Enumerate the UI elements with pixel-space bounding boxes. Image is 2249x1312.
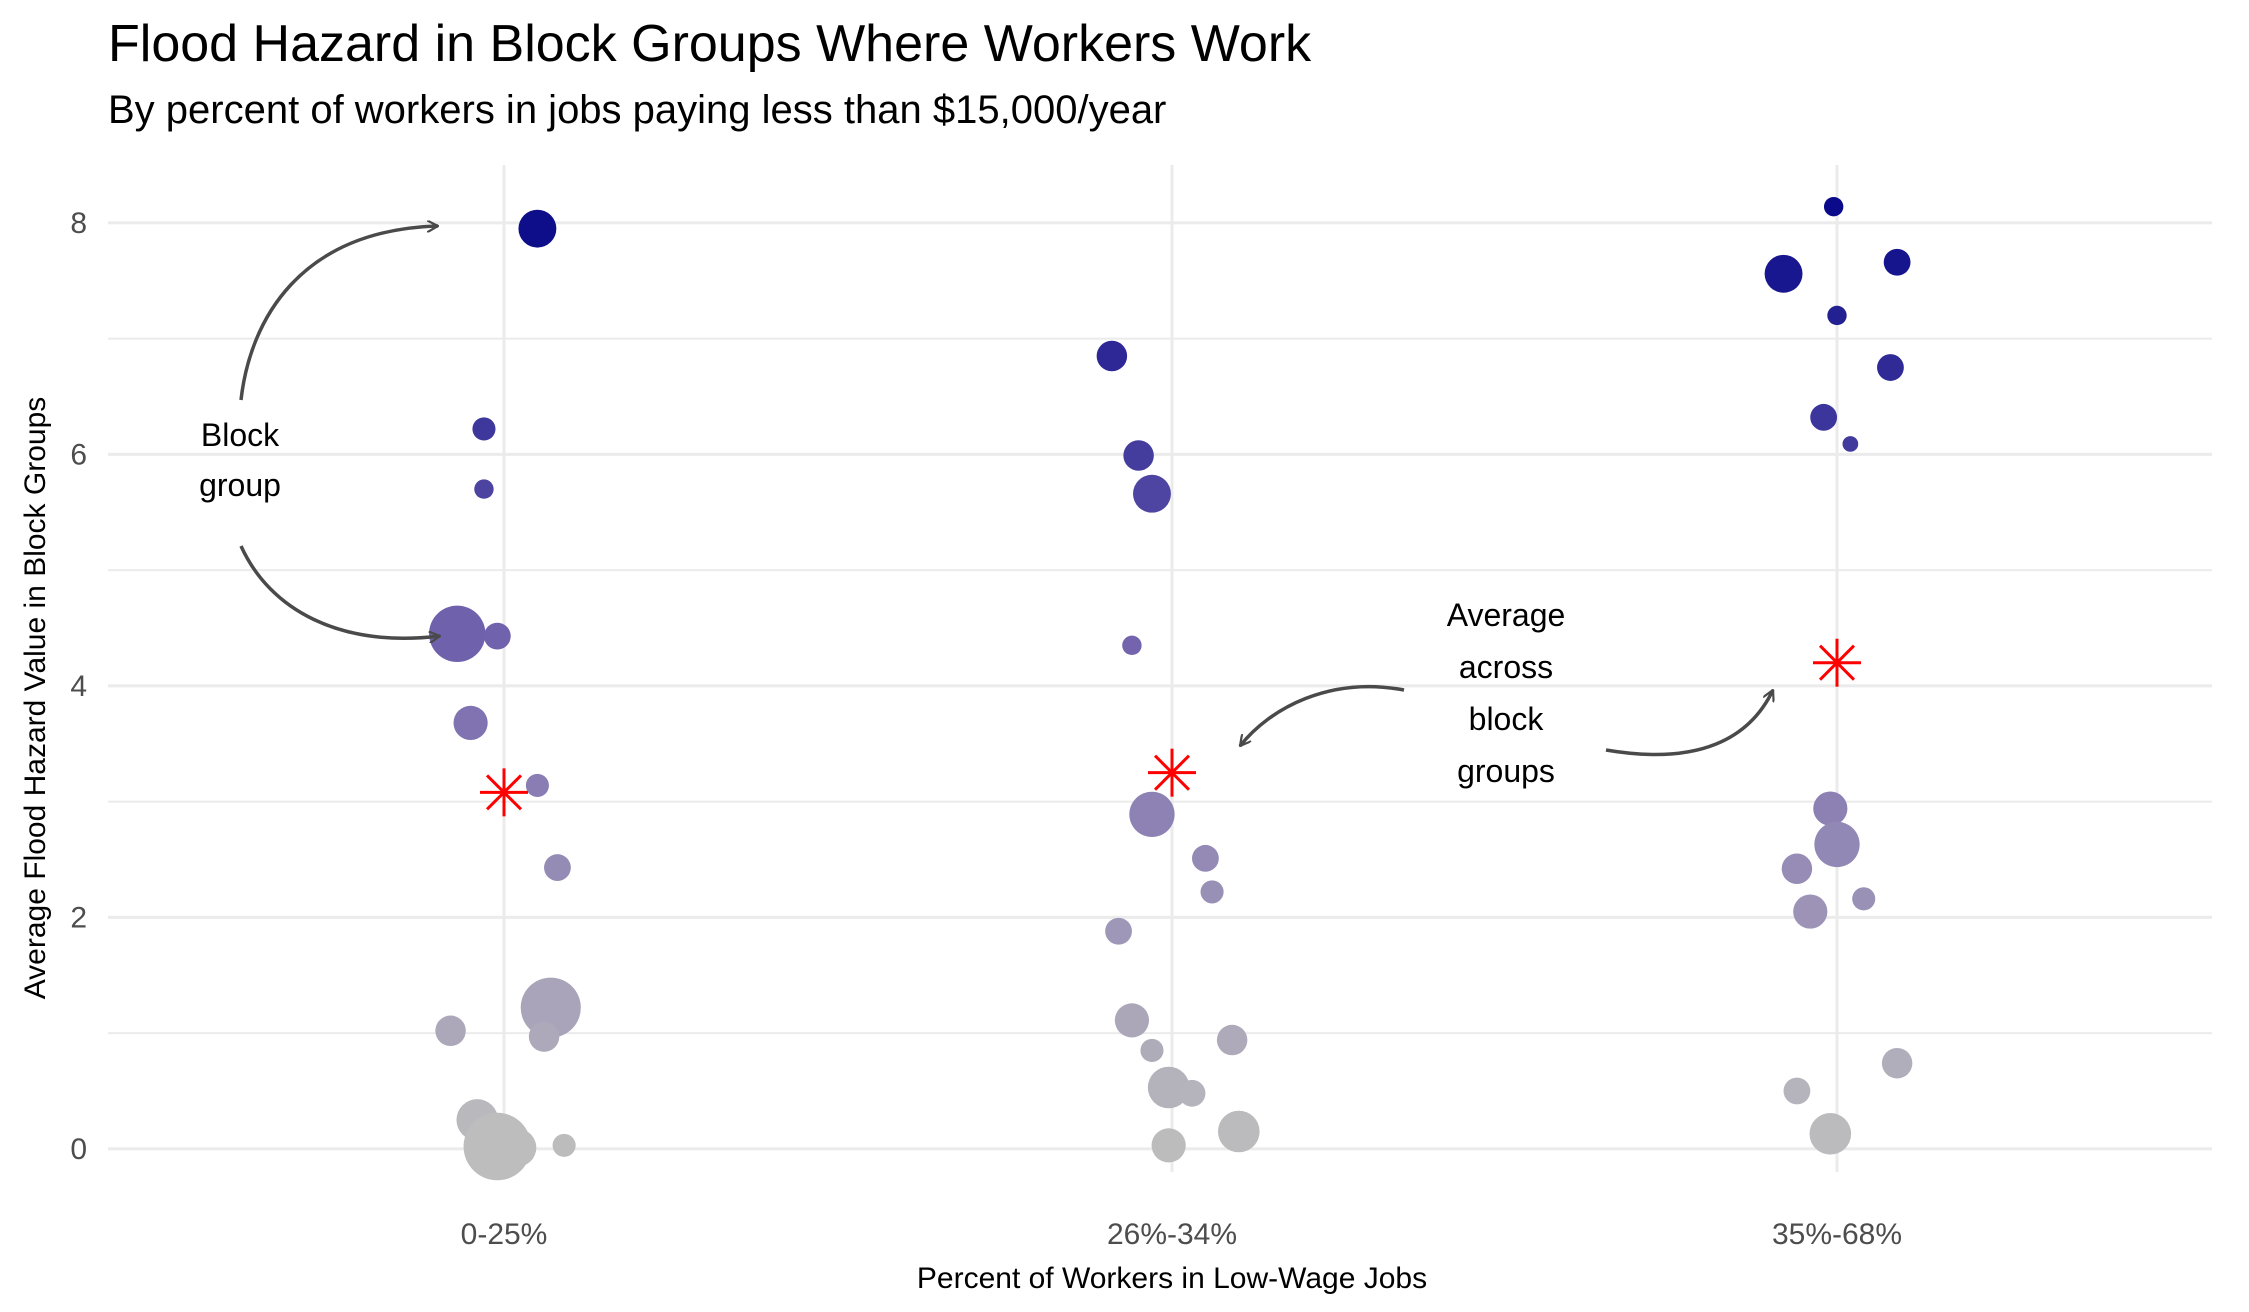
- data-point: [483, 622, 511, 650]
- x-axis-label: Percent of Workers in Low-Wage Jobs: [917, 1262, 1427, 1295]
- annotation-line: Average: [1447, 597, 1566, 633]
- data-point: [1133, 474, 1171, 513]
- y-axis-label: Average Flood Hazard Value in Block Grou…: [19, 397, 52, 1000]
- data-point: [1129, 791, 1175, 837]
- x-tick-label: 26%-34%: [1107, 1218, 1237, 1251]
- data-point: [1218, 1110, 1260, 1153]
- average-marker: [1148, 748, 1196, 797]
- chart-title: Flood Hazard in Block Groups Where Worke…: [108, 15, 1312, 73]
- data-point: [453, 705, 488, 741]
- data-point: [1764, 254, 1803, 293]
- data-point: [1813, 791, 1848, 826]
- data-point: [1877, 354, 1904, 381]
- average-marker: [480, 768, 528, 817]
- data-point: [1809, 1113, 1852, 1155]
- data-point: [1827, 305, 1847, 326]
- annotation-line: block: [1469, 701, 1545, 737]
- y-tick-label: 0: [70, 1133, 87, 1166]
- data-point: [1123, 440, 1154, 471]
- data-point: [474, 479, 494, 499]
- data-point: [1810, 403, 1838, 431]
- annotation-arrows: [239, 226, 1773, 757]
- arrow-block-group-upper: [239, 226, 438, 401]
- data-point: [1852, 887, 1876, 911]
- points: [429, 196, 1913, 1181]
- arrow-average-right: [1605, 690, 1773, 757]
- grid: [108, 165, 2212, 1172]
- annotation-line: groups: [1457, 753, 1555, 789]
- average-markers: [480, 638, 1861, 817]
- data-point: [1178, 1079, 1206, 1107]
- chart-subtitle: By percent of workers in jobs paying les…: [108, 88, 1167, 132]
- annotation-block-group: Block group: [199, 417, 281, 503]
- data-point: [525, 773, 549, 797]
- data-point: [1140, 1038, 1164, 1063]
- data-point: [518, 209, 557, 248]
- y-tick-label: 2: [70, 901, 87, 934]
- data-point: [1883, 248, 1911, 276]
- x-axis: 0-25% 26%-34% 35%-68%: [461, 1218, 1902, 1251]
- data-point: [1151, 1128, 1186, 1163]
- annotation-line: group: [199, 467, 281, 503]
- data-point: [1216, 1024, 1248, 1056]
- y-axis: 0 2 4 6 8: [70, 207, 87, 1166]
- annotation-line: across: [1459, 649, 1553, 685]
- data-point: [429, 605, 486, 662]
- arrow-block-group-lower: [239, 545, 440, 638]
- average-marker: [1813, 638, 1861, 687]
- data-point: [552, 1133, 576, 1157]
- data-point: [1783, 1077, 1811, 1105]
- data-point: [1200, 880, 1224, 904]
- data-point: [1842, 436, 1859, 452]
- data-point: [1781, 853, 1813, 884]
- data-point: [472, 417, 496, 441]
- annotation-line: Block: [201, 417, 280, 453]
- data-point: [1814, 821, 1860, 868]
- annotation-average: Average across block groups: [1447, 597, 1566, 789]
- y-tick-label: 6: [70, 438, 87, 471]
- data-point: [1122, 635, 1142, 656]
- annotations: Block group Average across block groups: [199, 417, 1565, 789]
- data-point: [435, 1015, 466, 1047]
- y-tick-label: 8: [70, 207, 87, 240]
- data-point: [1192, 844, 1219, 872]
- data-point: [1096, 340, 1128, 372]
- data-point: [1105, 917, 1132, 945]
- data-point: [1114, 1003, 1150, 1038]
- y-tick-label: 4: [70, 670, 87, 703]
- data-point: [1823, 196, 1844, 217]
- x-tick-label: 35%-68%: [1772, 1218, 1902, 1251]
- data-point: [544, 854, 571, 881]
- data-point: [1793, 894, 1828, 929]
- data-point: [1881, 1047, 1913, 1079]
- data-point: [528, 1021, 560, 1052]
- data-point: [498, 1128, 537, 1167]
- data-point: [520, 977, 581, 1038]
- data-point: [1147, 1066, 1190, 1109]
- x-tick-label: 0-25%: [461, 1218, 548, 1251]
- arrow-average-left: [1240, 684, 1405, 746]
